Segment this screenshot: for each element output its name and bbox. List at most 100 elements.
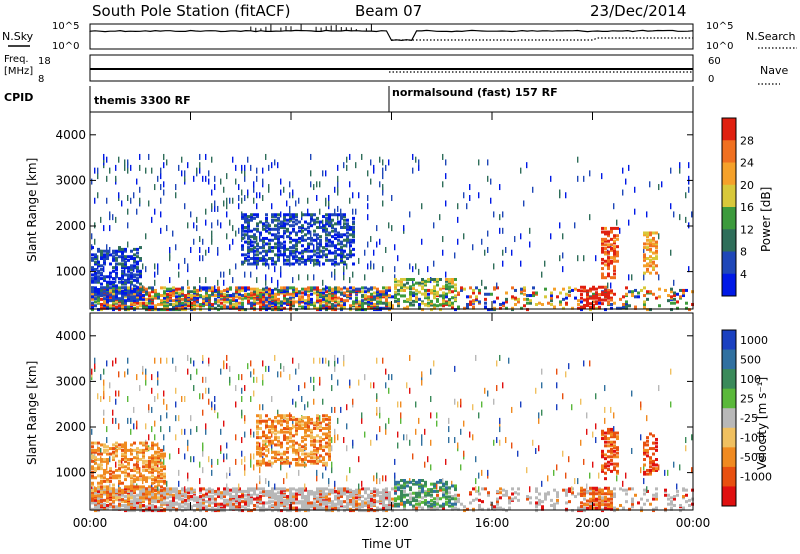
velocity-cell — [148, 467, 151, 471]
power-cell — [670, 290, 673, 294]
velocity-cell — [226, 487, 229, 491]
power-cell — [580, 285, 583, 289]
velocity-cell — [379, 495, 382, 499]
velocity-cell — [358, 491, 361, 495]
velocity-cell — [103, 409, 105, 416]
velocity-cell — [325, 441, 328, 445]
power-cell — [139, 282, 142, 286]
power-cell — [187, 222, 189, 229]
power-cell — [328, 231, 331, 235]
power-cell — [130, 291, 133, 295]
power-cell — [340, 242, 343, 246]
power-cell — [307, 229, 310, 233]
power-cell — [394, 299, 397, 303]
power-cell — [91, 308, 94, 312]
velocity-cell — [256, 441, 259, 445]
power-cell — [604, 263, 607, 267]
velocity-cell — [307, 419, 310, 423]
power-cell — [145, 291, 148, 295]
velocity-cell — [352, 509, 355, 513]
power-cell — [340, 213, 343, 217]
velocity-cell — [349, 488, 352, 492]
power-cell — [127, 286, 130, 290]
power-cell — [403, 277, 406, 281]
power-cell — [130, 282, 133, 286]
power-cell — [295, 231, 298, 235]
velocity-cell — [328, 505, 331, 509]
power-cell — [328, 258, 331, 262]
power-cell — [223, 304, 226, 308]
power-cell — [100, 286, 103, 290]
velocity-cell — [163, 454, 166, 458]
power-cell — [130, 289, 133, 293]
velocity-cell — [160, 485, 163, 489]
velocity-cell — [199, 393, 201, 400]
power-cell — [283, 294, 286, 298]
power-cell — [616, 226, 619, 230]
power-cell — [502, 211, 504, 218]
power-cell — [280, 222, 283, 226]
power-cell — [610, 256, 613, 260]
velocity-cell — [280, 456, 283, 460]
power-cell — [655, 242, 658, 246]
power-cell — [139, 257, 142, 261]
velocity-cell — [283, 498, 286, 502]
velocity-cell — [106, 487, 109, 491]
power-cell — [217, 286, 220, 290]
power-cell — [658, 295, 661, 299]
velocity-cell — [145, 479, 148, 483]
power-cell — [148, 291, 151, 295]
velocity-cell — [112, 476, 115, 480]
power-cell — [592, 285, 595, 289]
power-cell — [310, 181, 312, 188]
velocity-cell — [151, 496, 154, 500]
power-cell — [565, 296, 568, 300]
power-cell — [313, 291, 316, 295]
power-cell — [91, 267, 94, 271]
velocity-cell — [229, 492, 232, 496]
power-cell — [358, 300, 361, 304]
power-cell — [253, 246, 256, 250]
velocity-cell — [154, 443, 157, 447]
velocity-cell — [112, 447, 115, 451]
velocity-cell — [142, 468, 145, 472]
velocity-cell — [259, 497, 262, 501]
power-cell — [91, 273, 94, 277]
velocity-cell — [283, 458, 286, 462]
power-cell — [373, 286, 376, 290]
power-cell — [367, 295, 370, 299]
velocity-cell — [94, 505, 97, 509]
power-cell — [331, 287, 334, 291]
power-cell — [271, 295, 274, 299]
power-cell — [271, 306, 274, 310]
velocity-cell — [373, 487, 376, 491]
power-cell — [283, 306, 286, 310]
power-cell — [280, 253, 283, 257]
power-cell — [283, 286, 286, 290]
power-cell — [424, 281, 427, 285]
velocity-cell — [145, 374, 147, 381]
power-cell — [451, 279, 454, 283]
power-cell — [262, 262, 265, 266]
velocity-cell — [190, 505, 193, 509]
cpid-mode-2: normalsound (fast) 157 RF — [392, 86, 558, 99]
power-cell — [352, 247, 355, 251]
velocity-cell — [91, 496, 94, 500]
power-cell — [115, 297, 118, 301]
power-cell — [427, 298, 430, 302]
velocity-cell — [115, 390, 117, 397]
power-cell — [505, 306, 508, 310]
power-cell — [262, 194, 264, 201]
power-cell — [112, 282, 115, 286]
velocity-cell — [289, 436, 292, 440]
velocity-cell — [109, 505, 112, 509]
power-cell — [352, 226, 355, 230]
power-cell — [433, 296, 436, 300]
power-cell — [394, 244, 396, 251]
velocity-cell — [283, 459, 286, 463]
velocity-cell — [166, 501, 169, 505]
velocity-cell — [271, 395, 273, 402]
power-cell — [310, 216, 313, 220]
power-cell — [316, 246, 319, 250]
velocity-cell — [124, 490, 127, 494]
